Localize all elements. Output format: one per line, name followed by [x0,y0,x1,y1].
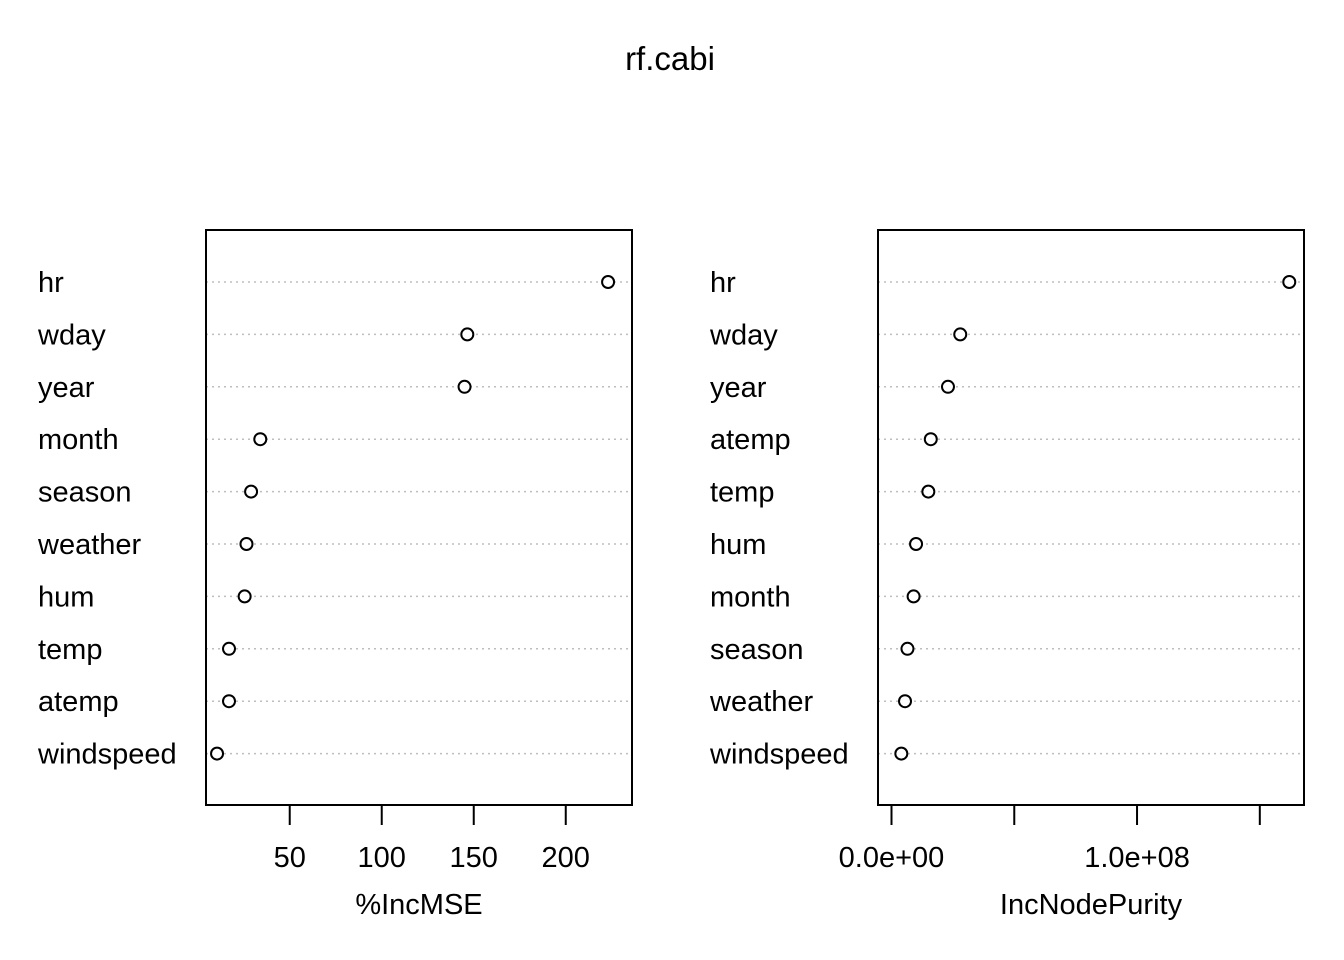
variable-label: atemp [38,686,119,718]
variable-label: temp [38,634,102,666]
x-tick-label: 50 [274,842,306,874]
importance-point [898,694,913,709]
variable-label: wday [37,319,106,351]
importance-point [601,275,616,289]
importance-point [222,641,237,656]
importance-point [953,327,968,342]
x-tick-label: 100 [358,842,406,874]
importance-point [237,589,252,604]
variable-label: month [710,581,791,613]
importance-point [244,484,259,499]
variable-label: season [38,477,132,509]
variable-label: weather [37,529,142,561]
x-axis-title: %IncMSE [355,889,482,921]
variable-label: hum [710,529,766,561]
importance-point [239,537,254,551]
variable-label: windspeed [709,739,849,771]
variable-label: hum [38,581,94,613]
chart-title: rf.cabi [625,40,715,77]
variable-label: hr [38,267,64,299]
variable-label: month [38,424,119,456]
importance-point [921,484,936,499]
plot-frame [205,229,633,806]
x-axis-title: IncNodePurity [1000,889,1183,921]
variable-label: atemp [710,424,791,456]
importance-point [923,432,938,447]
importance-point [222,694,237,709]
importance-panel-1: hr wday year month season weather hum temp atemp… [37,229,633,921]
variable-label: temp [710,477,774,509]
variable-label: season [710,634,804,666]
importance-point [900,641,915,656]
x-tick-label: 150 [450,842,498,874]
x-tick-label: 0.0e+00 [839,842,945,874]
importance-point [460,327,475,342]
importance-point [906,589,921,604]
plot-frame [877,229,1305,806]
variable-label: windspeed [37,739,177,771]
importance-point [457,379,472,394]
variable-label: year [710,372,767,404]
importance-point [894,746,909,761]
variable-label: wday [709,319,778,351]
variable-label: hr [710,267,736,299]
importance-point [1282,275,1297,289]
variable-label: year [38,372,95,404]
importance-point [940,379,955,394]
importance-panel-2: hr wday year atemp temp hum month season weather… [709,229,1305,921]
importance-point [253,432,268,447]
variable-label: weather [709,686,814,718]
x-tick-label: 200 [542,842,590,874]
importance-point [210,746,225,761]
x-tick-label: 1.0e+08 [1084,842,1190,874]
importance-point [909,537,924,551]
